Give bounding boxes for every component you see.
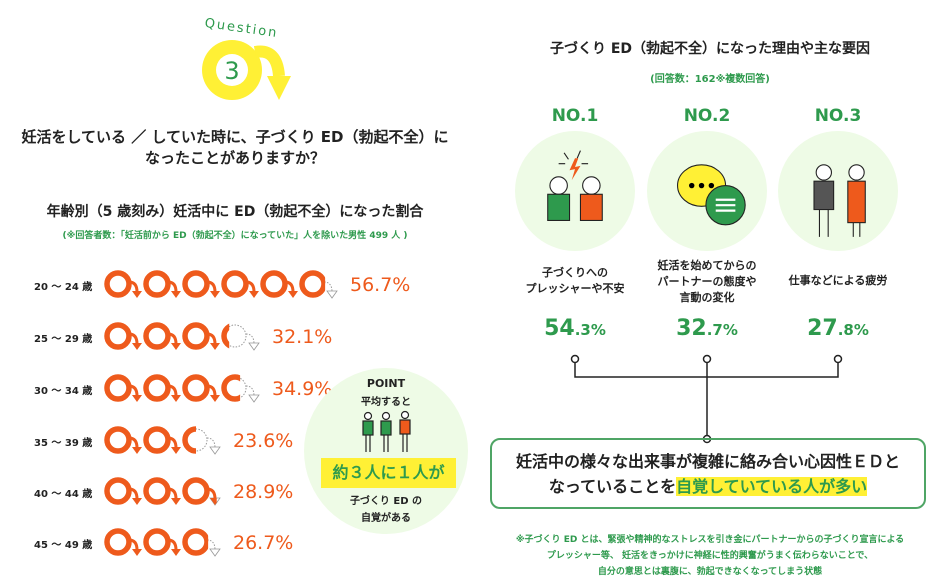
connector-lines <box>570 354 843 444</box>
age-row: 25 ～ 29 歳 32.1% <box>0 318 470 358</box>
ring-arrow-icon <box>221 270 259 298</box>
ring-arrow-icon <box>143 270 181 298</box>
percent-label: 26.7% <box>233 532 294 554</box>
people-icon <box>362 410 411 452</box>
point-label: POINT <box>366 377 406 390</box>
conclusion-box: 妊活中の様々な出来事が複雑に絡み合い心因性ＥＤとなっていることを自覚していている… <box>490 438 926 509</box>
point-bubble <box>304 368 468 534</box>
age-label: 30 ～ 34 歳 <box>34 386 93 397</box>
reason-percent: 54.3% <box>510 316 640 341</box>
reason-percent-dec: .3% <box>574 321 606 339</box>
percent-label: 28.9% <box>233 481 294 503</box>
conclusion-highlight: 自覚していている人が多い <box>676 477 868 496</box>
question-title-line: 妊活をしている ／ していた時に、子づくり ED（勃起不全）に <box>21 128 449 146</box>
reasons-title: 子づくり ED（勃起不全）になった理由や主な要因 <box>549 41 871 57</box>
age-label: 40 ～ 44 歳 <box>34 489 93 500</box>
chart-note: (※回答者数：「妊活前から ED（勃起不全）になっていた」人を除いた男性 499… <box>62 231 408 241</box>
question-3-logo: 3 Question <box>202 16 291 100</box>
reason-percent-int: 27 <box>807 316 838 341</box>
reason-label: 仕事などによる疲労 <box>788 274 888 287</box>
reason-illustration <box>515 131 635 251</box>
age-label: 20 ～ 24 歳 <box>34 282 93 293</box>
ring-arrow-icon <box>182 528 221 557</box>
age-label: 25 ～ 29 歳 <box>34 334 93 345</box>
ring-arrow-icon <box>143 374 181 402</box>
ring-arrow-icon <box>104 477 142 505</box>
reason-label: 子づくりへの プレッシャーや不安 <box>525 266 625 295</box>
point-avg: 平均すると <box>361 397 411 408</box>
point-text: 子づくり ED の自覚がある <box>304 493 468 527</box>
ring-arrow-icon <box>182 322 220 350</box>
age-label: 45 ～ 49 歳 <box>34 540 93 551</box>
ring-arrow-icon <box>221 374 260 403</box>
ring-arrow-icon <box>260 270 298 298</box>
percent-label: 56.7% <box>350 274 411 296</box>
ring-arrow-icon <box>143 322 181 350</box>
chart-title: 年齢別（5 歳刻み）妊活中に ED（勃起不全）になった割合 <box>46 204 424 220</box>
footnote: ※子づくり ED とは、緊張や精神的なストレスを引き金にパートナーからの子づくり… <box>515 535 905 577</box>
percent-label: 32.1% <box>272 326 333 348</box>
question-label: Question <box>204 16 280 41</box>
conclusion-line: 妊活中の様々な出来事が複雑に絡み合い心因性ＥＤと <box>515 452 900 471</box>
point-highlight: 約３人に１人が <box>321 458 456 488</box>
age-label: 35 ～ 39 歳 <box>34 438 93 449</box>
tired-workers-icon <box>813 164 866 237</box>
reasons-note: (回答数：162※複数回答) <box>650 74 770 85</box>
reason-percent: 32.7% <box>642 316 772 341</box>
conclusion-line: なっていることを自覚していている人が多い <box>492 474 924 499</box>
age-row: 35 ～ 39 歳 23.6% <box>0 422 470 462</box>
question-title-line: なったことがありますか？ <box>144 149 325 167</box>
reason-illustration <box>647 131 767 251</box>
ring-arrow-icon <box>143 528 181 556</box>
age-row: 20 ～ 24 歳 56.7% <box>0 266 470 306</box>
ring-arrow-icon <box>104 426 142 454</box>
question-number: 3 <box>224 57 239 85</box>
age-row: 40 ～ 44 歳 28.9% <box>0 473 470 513</box>
reason-percent-int: 32 <box>676 316 707 341</box>
point-text-line: 自覚がある <box>361 513 411 524</box>
reason-percent-dec: .8% <box>837 321 869 339</box>
reason-percent-dec: .7% <box>706 321 738 339</box>
ring-arrow-icon <box>104 322 142 350</box>
ring-arrow-icon <box>104 528 142 556</box>
percent-label: 23.6% <box>233 430 294 452</box>
percent-label: 34.9% <box>272 378 333 400</box>
rank-label: NO.3 <box>814 106 862 126</box>
ring-arrow-icon <box>299 270 338 299</box>
ring-arrow-icon <box>104 374 142 402</box>
rank-label: NO.2 <box>683 106 731 126</box>
ring-arrow-icon <box>221 323 260 351</box>
ring-arrow-icon <box>143 426 181 454</box>
reason-percent-int: 54 <box>544 316 575 341</box>
ring-arrow-icon <box>182 270 220 298</box>
point-text-line: 子づくり ED の <box>349 496 423 507</box>
rank-label: NO.1 <box>551 106 599 126</box>
conclusion-text: なっていることを <box>548 477 677 496</box>
question-title: 妊活をしている ／ していた時に、子づくり ED（勃起不全）に なったことがありま… <box>0 127 470 169</box>
reason-illustration <box>778 131 898 251</box>
ring-arrow-icon <box>182 426 221 455</box>
speech-bubbles-icon <box>677 164 746 226</box>
ring-arrow-icon <box>182 477 221 506</box>
reason-percent: 27.8% <box>773 316 903 341</box>
ring-arrow-icon <box>143 477 181 505</box>
stressed-couple-icon <box>547 150 603 221</box>
ring-arrow-icon <box>104 270 142 298</box>
reason-label: 妊活を始めてからの パートナーの態度や 言動の変化 <box>657 259 757 304</box>
age-row: 30 ～ 34 歳 34.9% <box>0 370 470 410</box>
age-row: 45 ～ 49 歳 26.7% <box>0 524 470 564</box>
ring-arrow-icon <box>182 374 220 402</box>
